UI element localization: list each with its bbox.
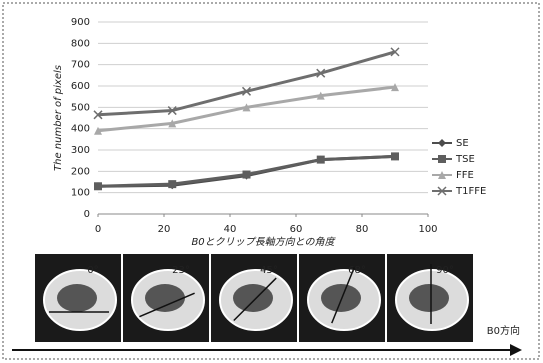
- legend-marker: [438, 139, 446, 147]
- legend-label: FFE: [456, 170, 474, 181]
- x-tick-label: 80: [356, 224, 369, 235]
- direction-label: B0方向: [487, 324, 520, 337]
- legend-label: SE: [456, 138, 469, 149]
- y-tick-label: 600: [71, 81, 90, 92]
- legend-label: TSE: [455, 154, 475, 165]
- y-tick-label: 0: [84, 209, 90, 220]
- y-tick-label: 900: [71, 17, 90, 28]
- y-tick-label: 800: [71, 38, 90, 49]
- marker: [168, 180, 176, 188]
- legend-marker: [438, 155, 446, 163]
- angle-label: 23°: [172, 265, 190, 276]
- y-tick-label: 100: [71, 188, 90, 199]
- arrow-head: [510, 344, 522, 356]
- marker: [243, 171, 251, 179]
- marker: [94, 182, 102, 190]
- legend-label: T1FFE: [455, 186, 486, 197]
- x-tick-label: 20: [158, 224, 171, 235]
- angle-label: 0°: [87, 265, 98, 276]
- y-tick-label: 300: [71, 145, 90, 156]
- figure: The number of pixels B0とクリップ長軸方向との角度 B0方…: [0, 0, 543, 363]
- head-inner: [57, 284, 97, 312]
- y-tick-label: 700: [71, 60, 90, 71]
- x-axis-label: B0とクリップ長軸方向との角度: [191, 236, 336, 248]
- marker: [391, 152, 399, 160]
- angle-label: 90°: [436, 265, 454, 276]
- y-tick-label: 200: [71, 166, 90, 177]
- x-tick-label: 0: [95, 224, 101, 235]
- x-tick-label: 100: [418, 224, 437, 235]
- y-axis-label: The number of pixels: [53, 65, 64, 171]
- head-inner: [145, 284, 185, 312]
- x-tick-label: 40: [224, 224, 237, 235]
- y-tick-label: 500: [71, 102, 90, 113]
- angle-label: 45°: [260, 265, 278, 276]
- x-tick-label: 60: [290, 224, 303, 235]
- head-inner: [321, 284, 361, 312]
- y-tick-label: 400: [71, 124, 90, 135]
- angle-label: 68°: [348, 265, 366, 276]
- marker: [317, 156, 325, 164]
- head-inner: [409, 284, 449, 312]
